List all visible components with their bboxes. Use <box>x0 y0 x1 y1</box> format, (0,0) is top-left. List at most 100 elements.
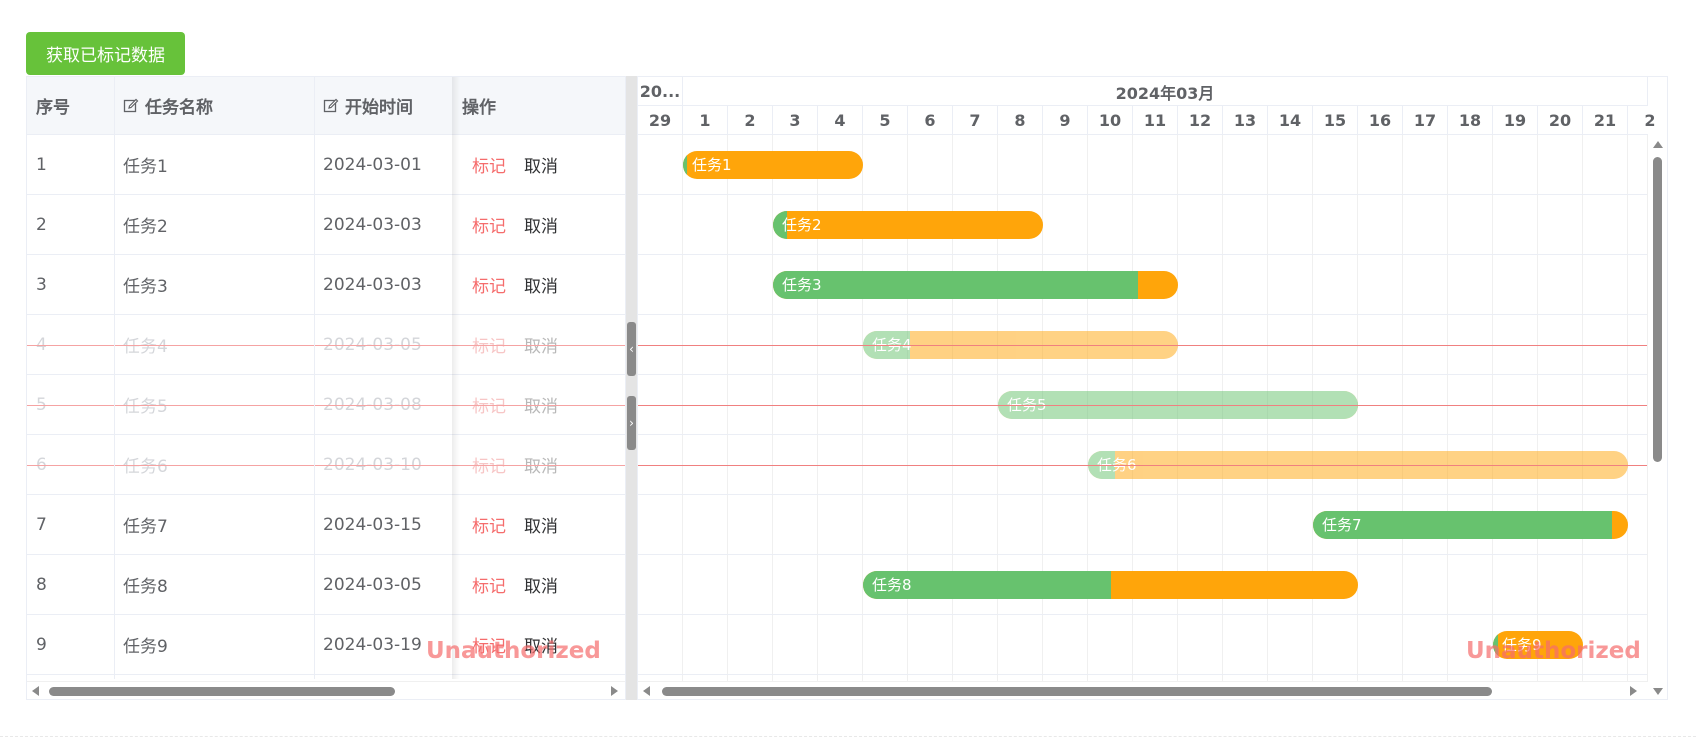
scroll-down-icon[interactable] <box>1653 688 1663 695</box>
cell-start-text: 2024-03-03 <box>323 274 422 295</box>
scrollbar-thumb[interactable] <box>1653 157 1662 462</box>
cancel-button[interactable]: 取消 <box>524 397 558 417</box>
cancel-button[interactable]: 取消 <box>524 637 558 657</box>
table-horizontal-scrollbar[interactable] <box>27 681 625 699</box>
gantt-task-progress <box>863 571 1111 599</box>
table-row[interactable]: 2 任务2 2024-03-03 标记 取消 <box>27 195 625 255</box>
cell-name-text: 任务8 <box>123 577 168 597</box>
table-row[interactable]: 8 任务8 2024-03-05 标记 取消 <box>27 555 625 615</box>
cancel-button[interactable]: 取消 <box>524 277 558 297</box>
mark-button[interactable]: 标记 <box>472 157 506 177</box>
table-row[interactable]: 9 任务9 2024-03-19 标记 取消 <box>27 615 625 675</box>
cell-start-text: 2024-03-08 <box>323 394 422 415</box>
cell-start[interactable]: 2024-03-03 <box>314 255 452 314</box>
gantt-task-bar[interactable]: 任务9 <box>1493 631 1583 659</box>
cell-index: 3 <box>27 255 114 314</box>
cell-name-text: 任务3 <box>123 277 168 297</box>
cell-index-text: 9 <box>36 634 47 655</box>
gantt-task-bar[interactable]: 任务7 <box>1313 511 1628 539</box>
cell-start[interactable]: 2024-03-05 <box>314 555 452 614</box>
get-marked-data-button[interactable]: 获取已标记数据 <box>26 32 185 75</box>
collapse-left-icon[interactable]: ‹ <box>627 322 636 376</box>
cell-name[interactable]: 任务8 <box>114 555 314 614</box>
column-header-index[interactable]: 序号 <box>27 77 114 134</box>
gantt-horizontal-scrollbar[interactable] <box>638 681 1648 699</box>
cell-index: 5 <box>27 375 114 434</box>
cell-start[interactable]: 2024-03-19 <box>314 615 452 674</box>
cell-start[interactable]: 2024-03-08 <box>314 375 452 434</box>
cancel-button[interactable]: 取消 <box>524 457 558 477</box>
mark-button[interactable]: 标记 <box>472 637 506 657</box>
mark-button[interactable]: 标记 <box>472 457 506 477</box>
gantt-day-header: 29 1 2 3 4 5 6 7 8 9 10 11 12 13 14 15 16 17 18 19 20 21 2 <box>638 106 1656 135</box>
strike-line <box>27 465 625 466</box>
pane-splitter[interactable]: ‹ › <box>626 76 637 700</box>
cell-start-text: 2024-03-05 <box>323 574 422 595</box>
cell-name[interactable]: 任务5 <box>114 375 314 434</box>
gantt-vertical-scrollbar[interactable] <box>1647 135 1667 699</box>
gantt-row: 任务4 <box>638 315 1648 375</box>
gantt-task-label: 任务1 <box>692 156 732 174</box>
column-header-start-label: 开始时间 <box>345 98 413 118</box>
cancel-button[interactable]: 取消 <box>524 577 558 597</box>
scroll-up-icon[interactable] <box>1653 141 1663 148</box>
cell-name[interactable]: 任务4 <box>114 315 314 374</box>
gantt-task-bar[interactable]: 任务3 <box>773 271 1178 299</box>
cell-name[interactable]: 任务1 <box>114 135 314 194</box>
cell-start[interactable]: 2024-03-03 <box>314 195 452 254</box>
cancel-button[interactable]: 取消 <box>524 337 558 357</box>
gantt-task-label: 任务9 <box>1502 636 1542 654</box>
cell-name[interactable]: 任务3 <box>114 255 314 314</box>
column-header-start[interactable]: 开始时间 <box>314 77 452 134</box>
scroll-right-icon[interactable] <box>611 686 618 696</box>
cell-start[interactable]: 2024-03-05 <box>314 315 452 374</box>
table-row[interactable]: 1 任务1 2024-03-01 标记 取消 <box>27 135 625 195</box>
gantt-grid-line <box>727 135 728 681</box>
gantt-task-progress <box>773 211 787 239</box>
cell-name[interactable]: 任务7 <box>114 495 314 554</box>
scroll-left-icon[interactable] <box>643 686 650 696</box>
scrollbar-thumb[interactable] <box>49 687 395 696</box>
gantt-task-bar[interactable]: 任务2 <box>773 211 1043 239</box>
cell-index: 1 <box>27 135 114 194</box>
gantt-task-label: 任务3 <box>782 276 822 294</box>
column-header-name[interactable]: 任务名称 <box>114 77 314 134</box>
cell-start-text: 2024-03-05 <box>323 334 422 355</box>
cell-index: 2 <box>27 195 114 254</box>
cancel-button[interactable]: 取消 <box>524 217 558 237</box>
mark-button[interactable]: 标记 <box>472 517 506 537</box>
cancel-button[interactable]: 取消 <box>524 517 558 537</box>
gantt-task-progress <box>1313 511 1613 539</box>
table-row[interactable]: 3 任务3 2024-03-03 标记 取消 <box>27 255 625 315</box>
cell-name[interactable]: 任务2 <box>114 195 314 254</box>
mark-button[interactable]: 标记 <box>472 397 506 417</box>
mark-button[interactable]: 标记 <box>472 217 506 237</box>
cell-start[interactable]: 2024-03-15 <box>314 495 452 554</box>
mark-button[interactable]: 标记 <box>472 337 506 357</box>
cell-name[interactable]: 任务9 <box>114 615 314 674</box>
gantt-task-bar[interactable]: 任务1 <box>683 151 863 179</box>
collapse-right-icon[interactable]: › <box>627 396 636 450</box>
gantt-day-label: 9 <box>1043 106 1088 135</box>
scroll-left-icon[interactable] <box>32 686 39 696</box>
gantt-task-bar[interactable]: 任务8 <box>863 571 1358 599</box>
cell-start[interactable]: 2024-03-10 <box>314 435 452 494</box>
gantt-grid-line <box>1582 135 1583 681</box>
gantt-month-header: 20... 2024年03月 <box>638 77 1648 106</box>
mark-button[interactable]: 标记 <box>472 577 506 597</box>
scrollbar-thumb[interactable] <box>662 687 1492 696</box>
cell-index: 6 <box>27 435 114 494</box>
column-header-index-label: 序号 <box>36 98 70 118</box>
table-row[interactable]: 7 任务7 2024-03-15 标记 取消 <box>27 495 625 555</box>
cell-start[interactable]: 2024-03-01 <box>314 135 452 194</box>
gantt-row: 任务8 <box>638 555 1648 615</box>
mark-button[interactable]: 标记 <box>472 277 506 297</box>
cell-name-text: 任务1 <box>123 157 168 177</box>
gantt-day-label: 13 <box>1223 106 1268 135</box>
cancel-button[interactable]: 取消 <box>524 157 558 177</box>
scroll-right-icon[interactable] <box>1630 686 1637 696</box>
cell-name[interactable]: 任务6 <box>114 435 314 494</box>
